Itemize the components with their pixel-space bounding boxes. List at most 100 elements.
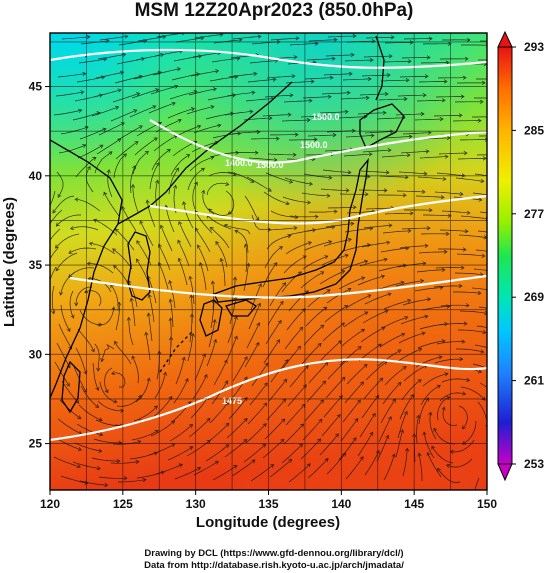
streamline bbox=[359, 413, 376, 438]
streamline-arrow bbox=[181, 33, 186, 36]
streamline bbox=[227, 316, 237, 344]
streamline-arrow bbox=[212, 319, 217, 324]
streamline-arrow bbox=[345, 188, 350, 193]
streamline bbox=[130, 165, 136, 194]
streamline bbox=[188, 418, 211, 438]
streamline-arrow bbox=[331, 56, 336, 61]
streamline bbox=[178, 221, 192, 248]
streamline bbox=[132, 184, 139, 213]
streamline-arrow bbox=[275, 136, 280, 141]
streamline-arrow bbox=[177, 239, 182, 244]
streamline bbox=[477, 230, 487, 233]
streamline-arrow bbox=[78, 108, 83, 113]
streamline bbox=[379, 175, 409, 178]
streamline-arrow bbox=[123, 476, 128, 481]
streamline bbox=[308, 39, 338, 42]
streamline-arrow bbox=[122, 52, 127, 57]
streamline-arrow bbox=[390, 35, 395, 40]
streamline bbox=[399, 394, 414, 420]
streamline bbox=[146, 200, 156, 228]
streamline-arrow bbox=[359, 456, 364, 461]
streamline-arrow bbox=[137, 394, 142, 399]
streamline bbox=[380, 79, 410, 82]
streamline-arrow bbox=[341, 270, 346, 274]
streamline bbox=[357, 275, 385, 286]
y-tick-label: 45 bbox=[29, 80, 43, 94]
streamline bbox=[283, 423, 304, 445]
streamline-arrow bbox=[117, 301, 122, 306]
streamline bbox=[95, 419, 124, 427]
streamline bbox=[110, 109, 137, 122]
streamline bbox=[186, 106, 214, 115]
streamline-arrow bbox=[464, 229, 469, 234]
streamline-arrow bbox=[74, 197, 79, 202]
streamline bbox=[289, 139, 318, 141]
streamline bbox=[304, 399, 324, 422]
streamline-arrow bbox=[171, 101, 176, 106]
coast-korea bbox=[127, 231, 151, 301]
streamline-arrow bbox=[243, 397, 248, 402]
streamline-arrow bbox=[262, 443, 267, 448]
streamline-arrow bbox=[460, 94, 465, 99]
streamline bbox=[427, 452, 442, 478]
streamline-arrow bbox=[461, 339, 466, 344]
streamline bbox=[153, 135, 178, 152]
streamline bbox=[382, 60, 412, 63]
streamline-arrow bbox=[481, 253, 486, 258]
streamline-arrow bbox=[254, 150, 259, 155]
streamline bbox=[365, 36, 395, 39]
streamline-arrow bbox=[75, 399, 80, 404]
streamline-arrow bbox=[80, 90, 85, 95]
streamline-arrow bbox=[484, 137, 487, 142]
streamline-arrow bbox=[459, 357, 464, 362]
streamline-arrow bbox=[444, 154, 449, 159]
streamline bbox=[155, 119, 182, 133]
streamline-arrow bbox=[441, 98, 446, 103]
streamline-arrow bbox=[422, 93, 427, 98]
streamline-arrow bbox=[76, 464, 81, 469]
streamline-arrow bbox=[225, 181, 230, 186]
streamline-arrow bbox=[388, 223, 393, 228]
streamline-arrow bbox=[417, 379, 422, 384]
streamline-arrow bbox=[196, 466, 202, 471]
streamline-arrow bbox=[88, 241, 93, 246]
streamline bbox=[132, 150, 149, 175]
streamline-arrow bbox=[352, 33, 357, 39]
colorbar-tick-label: 253 bbox=[524, 457, 544, 471]
streamline bbox=[384, 366, 407, 386]
streamline-arrow bbox=[129, 297, 134, 302]
streamline-arrow bbox=[210, 280, 216, 285]
streamline bbox=[285, 404, 306, 426]
streamline bbox=[69, 290, 74, 319]
streamline bbox=[308, 362, 329, 384]
streamline-arrow bbox=[175, 167, 179, 172]
streamline bbox=[263, 191, 290, 205]
streamline bbox=[243, 263, 249, 292]
streamline-arrow bbox=[225, 422, 230, 427]
streamline-arrow bbox=[307, 200, 311, 205]
streamline bbox=[248, 303, 261, 330]
streamline-arrow bbox=[154, 430, 159, 434]
streamline-arrow bbox=[186, 154, 191, 158]
streamline bbox=[360, 170, 390, 173]
streamline bbox=[188, 88, 217, 96]
streamline-arrow bbox=[314, 41, 319, 46]
streamline bbox=[224, 439, 248, 458]
streamline bbox=[58, 144, 86, 154]
streamline-arrow bbox=[341, 376, 346, 381]
streamline bbox=[231, 459, 256, 477]
streamline-arrow bbox=[224, 380, 229, 385]
streamline bbox=[269, 459, 292, 478]
streamline bbox=[376, 435, 389, 462]
streamline bbox=[346, 364, 368, 385]
streamline bbox=[383, 136, 413, 139]
streamline-arrow bbox=[100, 358, 105, 363]
streamline-arrow bbox=[407, 59, 412, 64]
streamline-arrow bbox=[138, 125, 143, 130]
streamline bbox=[382, 230, 411, 234]
streamline bbox=[158, 244, 171, 271]
colorbar-tick-label: 277 bbox=[524, 207, 544, 221]
streamline bbox=[475, 249, 487, 252]
streamline bbox=[441, 210, 470, 214]
streamline bbox=[168, 337, 172, 366]
